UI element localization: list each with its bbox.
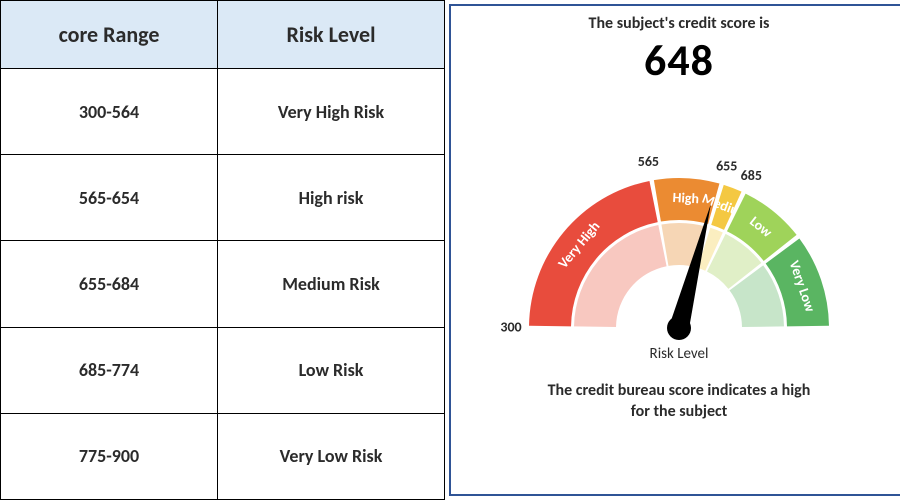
gauge-title: The subject's credit score is — [459, 14, 899, 33]
table-cell: High risk — [218, 155, 445, 241]
table-cell: 655-684 — [1, 241, 218, 327]
table-cell: Low Risk — [218, 327, 445, 413]
gauge-tick-label: 300 — [500, 318, 521, 335]
gauge-panel: The subject's credit score is 648 Very H… — [449, 4, 900, 496]
gauge-score: 648 — [459, 33, 899, 87]
table-cell: 775-900 — [1, 413, 218, 499]
table-row: 300-564Very High Risk — [1, 69, 445, 155]
gauge-segment-label: High — [672, 189, 699, 207]
table-row: 775-900Very Low Risk — [1, 413, 445, 499]
gauge-chart: Very HighHighMediumLowVery Low3005656556… — [459, 93, 899, 373]
table-row: 655-684Medium Risk — [1, 241, 445, 327]
gauge-tick-label: 685 — [741, 167, 762, 184]
table-cell: 300-564 — [1, 69, 218, 155]
table-cell: 685-774 — [1, 327, 218, 413]
gauge-risk-label: Risk Level — [650, 345, 709, 363]
col-header-range: core Range — [1, 1, 218, 69]
table-cell: Very High Risk — [218, 69, 445, 155]
table-cell: Very Low Risk — [218, 413, 445, 499]
gauge-caption: The credit bureau score indicates a high… — [459, 381, 899, 423]
col-header-level: Risk Level — [218, 1, 445, 69]
table-row: 565-654High risk — [1, 155, 445, 241]
table-cell: 565-654 — [1, 155, 218, 241]
risk-table: core Range Risk Level 300-564Very High R… — [0, 0, 445, 500]
gauge-tick-label: 565 — [638, 153, 659, 170]
gauge-tick-label: 655 — [716, 157, 737, 174]
gauge-hub — [667, 316, 691, 340]
table-cell: Medium Risk — [218, 241, 445, 327]
table-row: 685-774Low Risk — [1, 327, 445, 413]
